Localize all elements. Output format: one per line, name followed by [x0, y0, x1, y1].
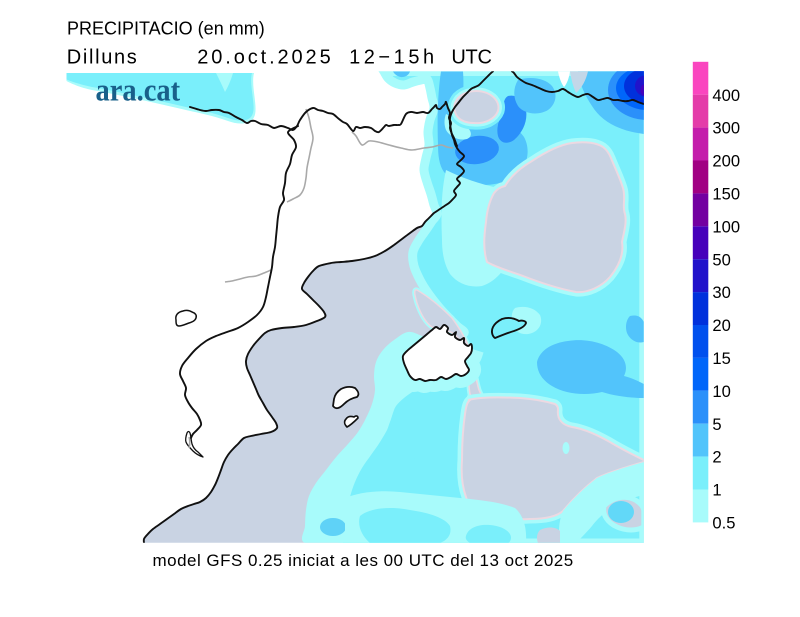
svg-text:5: 5	[712, 415, 721, 434]
svg-text:400: 400	[712, 86, 740, 105]
svg-text:UTC: UTC	[451, 46, 492, 68]
svg-text:model GFS 0.25 iniciat a les 0: model GFS 0.25 iniciat a les 00 UTC del …	[153, 551, 574, 570]
svg-text:30: 30	[712, 283, 730, 302]
svg-text:12−15h: 12−15h	[349, 46, 434, 68]
svg-text:1: 1	[712, 481, 721, 500]
svg-text:0.5: 0.5	[712, 514, 735, 533]
svg-text:20.oct.2025: 20.oct.2025	[197, 46, 331, 68]
svg-text:15: 15	[712, 349, 730, 368]
svg-text:PRECIPITACIO (en mm): PRECIPITACIO (en mm)	[67, 19, 265, 39]
svg-text:2: 2	[712, 448, 721, 467]
svg-text:300: 300	[712, 119, 740, 138]
svg-text:10: 10	[712, 382, 730, 401]
svg-text:50: 50	[712, 250, 730, 269]
svg-text:ara.cat: ara.cat	[96, 72, 181, 108]
svg-text:100: 100	[712, 217, 740, 236]
svg-text:Dilluns: Dilluns	[67, 46, 137, 68]
svg-text:20: 20	[712, 316, 730, 335]
svg-text:150: 150	[712, 185, 740, 204]
svg-text:200: 200	[712, 152, 740, 171]
